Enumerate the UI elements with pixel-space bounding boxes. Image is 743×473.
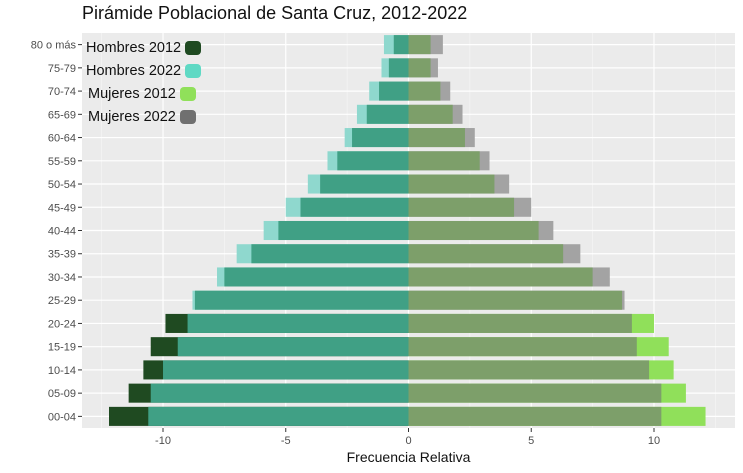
y-tick-label: 30-34 bbox=[48, 272, 76, 284]
bar-mujeres-2012-70-74 bbox=[408, 81, 441, 101]
bar-mujeres-2022-20-24 bbox=[408, 313, 632, 333]
bar-hombres-2012-35-39 bbox=[251, 244, 409, 264]
bar-mujeres-2012-75-79 bbox=[408, 58, 431, 78]
bar-hombres-2022-05-09 bbox=[150, 383, 409, 403]
legend-item-mujeres-2022: Mujeres 2022 bbox=[86, 105, 201, 128]
chart-title: Pirámide Poblacional de Santa Cruz, 2012… bbox=[82, 3, 468, 23]
y-tick-label: 80 o más bbox=[31, 40, 77, 52]
bar-mujeres-2022-00-04 bbox=[408, 406, 662, 426]
bar-hombres-2012-25-29 bbox=[194, 290, 409, 310]
bar-hombres-2012-30-34 bbox=[224, 267, 409, 287]
legend-item-mujeres-2012: Mujeres 2012 bbox=[86, 82, 201, 105]
y-tick-label: 10-14 bbox=[48, 365, 76, 377]
bar-hombres-2012-75-79 bbox=[388, 58, 409, 78]
y-tick-label: 75-79 bbox=[48, 63, 76, 75]
legend-label-hombres-2022: Hombres 2022 bbox=[86, 62, 182, 79]
legend-key-mujeres-2022 bbox=[179, 109, 196, 124]
legend-label-mujeres-2022: Mujeres 2022 bbox=[88, 108, 176, 125]
bar-mujeres-2022-10-14 bbox=[408, 360, 650, 380]
bar-hombres-2012-55-59 bbox=[337, 151, 409, 171]
y-tick-label: 50-54 bbox=[48, 179, 76, 191]
y-tick-label: 40-44 bbox=[48, 226, 76, 238]
y-tick-label: 70-74 bbox=[48, 86, 76, 98]
bar-hombres-2012-60-64 bbox=[352, 128, 409, 148]
bar-mujeres-2012-40-44 bbox=[408, 220, 539, 241]
bar-mujeres-2012-45-49 bbox=[408, 197, 515, 217]
bar-hombres-2012-80-o-más bbox=[393, 35, 409, 55]
bar-hombres-2012-45-49 bbox=[300, 197, 409, 217]
legend-item-hombres-2012: Hombres 2012 bbox=[86, 36, 202, 59]
x-tick-label: 0 bbox=[405, 435, 411, 447]
bar-hombres-2022-20-24 bbox=[187, 313, 409, 333]
x-axis-title: Frecuencia Relativa bbox=[347, 449, 471, 465]
legend-key-hombres-2012 bbox=[185, 40, 202, 55]
y-tick-label: 05-09 bbox=[48, 388, 76, 400]
x-tick-label: 10 bbox=[648, 435, 660, 447]
bar-mujeres-2012-80-o-más bbox=[408, 35, 431, 55]
bar-mujeres-2022-15-19 bbox=[408, 337, 637, 357]
bar-hombres-2022-10-14 bbox=[163, 360, 409, 380]
legend-item-hombres-2022: Hombres 2022 bbox=[86, 59, 202, 82]
legend-label-mujeres-2012: Mujeres 2012 bbox=[88, 85, 176, 102]
bar-mujeres-2012-65-69 bbox=[408, 104, 453, 124]
y-tick-label: 25-29 bbox=[48, 295, 76, 307]
bar-hombres-2012-40-44 bbox=[278, 220, 409, 241]
bar-mujeres-2012-55-59 bbox=[408, 151, 480, 171]
legend-key-mujeres-2012 bbox=[179, 86, 196, 101]
bar-mujeres-2012-30-34 bbox=[408, 267, 593, 287]
y-tick-label: 00-04 bbox=[48, 411, 76, 423]
x-tick-label: -5 bbox=[281, 435, 291, 447]
y-tick-label: 20-24 bbox=[48, 318, 76, 330]
bar-mujeres-2012-60-64 bbox=[408, 128, 465, 148]
bar-hombres-2022-00-04 bbox=[148, 406, 409, 426]
y-tick-label: 45-49 bbox=[48, 202, 76, 214]
bar-mujeres-2022-05-09 bbox=[408, 383, 662, 403]
bar-mujeres-2012-50-54 bbox=[408, 174, 495, 194]
bar-mujeres-2012-25-29 bbox=[408, 290, 623, 310]
y-tick-label: 65-69 bbox=[48, 109, 76, 121]
y-tick-label: 55-59 bbox=[48, 156, 76, 168]
y-tick-label: 35-39 bbox=[48, 249, 76, 261]
chart-legend: Hombres 2012 Hombres 2022 Mujeres 2012 M… bbox=[86, 36, 202, 128]
y-tick-label: 15-19 bbox=[48, 342, 76, 354]
y-tick-label: 60-64 bbox=[48, 133, 76, 145]
legend-label-hombres-2012: Hombres 2012 bbox=[86, 39, 182, 56]
legend-key-hombres-2022 bbox=[185, 63, 202, 78]
bar-hombres-2012-70-74 bbox=[379, 81, 409, 101]
x-tick-label: 5 bbox=[528, 435, 534, 447]
bar-mujeres-2012-35-39 bbox=[408, 244, 564, 264]
bar-hombres-2012-50-54 bbox=[320, 174, 409, 194]
x-tick-label: -10 bbox=[155, 435, 171, 447]
bar-hombres-2012-65-69 bbox=[366, 104, 409, 124]
bar-hombres-2022-15-19 bbox=[177, 337, 409, 357]
